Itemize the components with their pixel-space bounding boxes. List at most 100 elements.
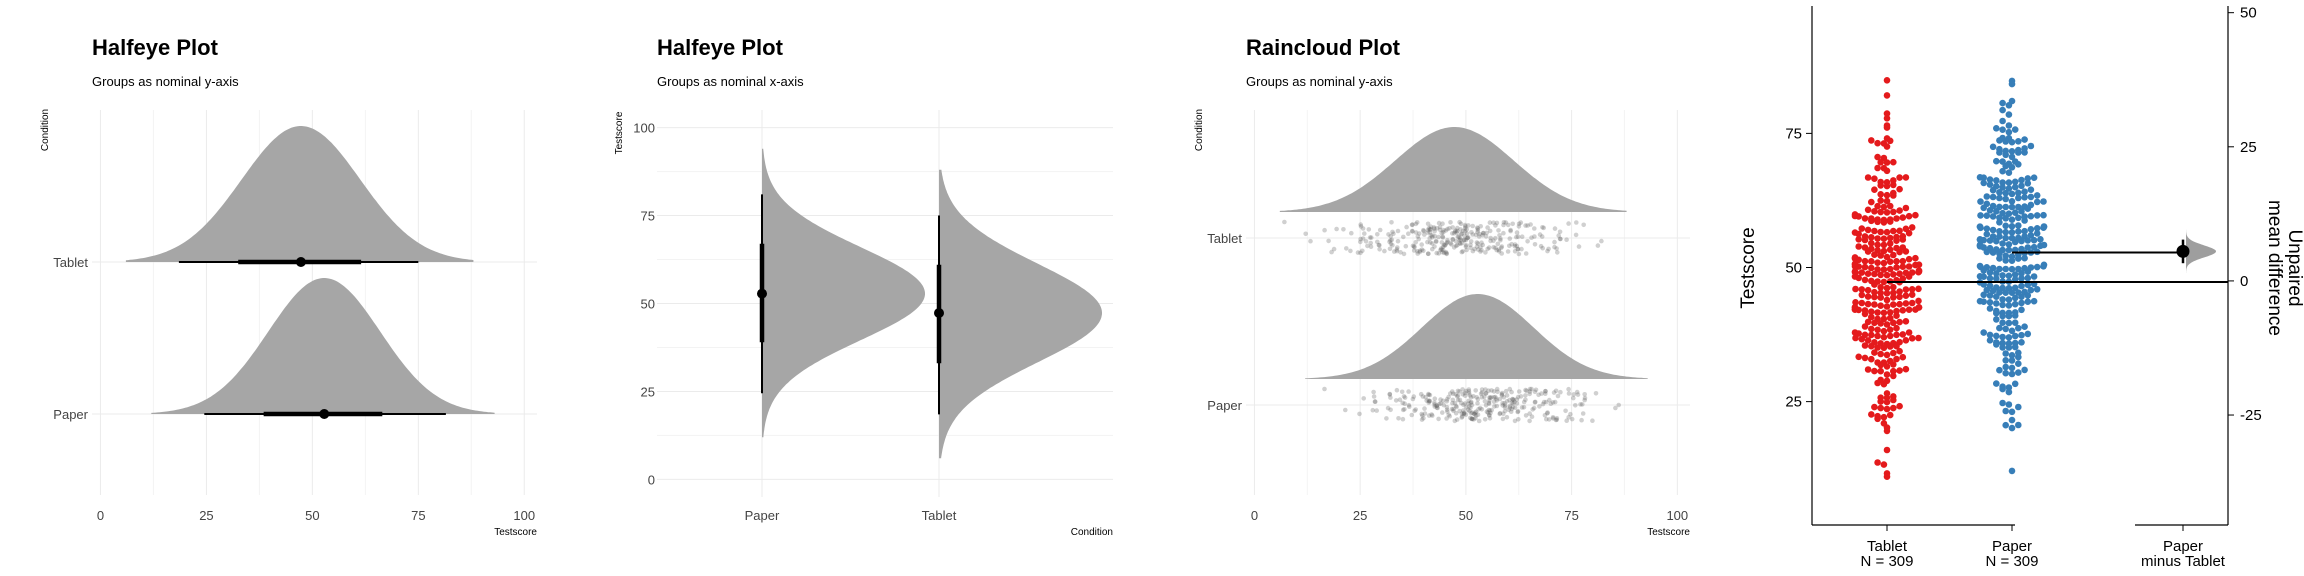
swarm-point-paper [2011, 319, 2019, 327]
rain-point-paper [1483, 403, 1489, 408]
swarm-point-paper [2002, 252, 2009, 260]
rain-point-paper [1430, 413, 1435, 418]
swarm-point-paper [1977, 212, 1984, 219]
rain-point-paper [1426, 391, 1431, 397]
rain-point-paper [1550, 400, 1556, 405]
swarm-point-paper [1999, 240, 2006, 247]
swarm-point-tablet [1864, 293, 1872, 300]
rain-point-tablet [1431, 225, 1437, 230]
rain-point-paper [1432, 396, 1438, 402]
swarm-point-paper [1976, 241, 1984, 249]
swarm-point-tablet [1868, 264, 1875, 272]
rain-point-tablet [1516, 224, 1522, 229]
swarm-point-tablet [1871, 349, 1878, 356]
rain-point-tablet [1474, 244, 1480, 249]
swarm-point-paper [2015, 228, 2022, 235]
rain-point-paper [1455, 393, 1461, 398]
rain-point-paper [1473, 416, 1478, 421]
rain-point-tablet [1425, 251, 1431, 256]
swarm-point-tablet [1877, 284, 1884, 291]
rain-point-paper [1460, 414, 1465, 419]
swarm-point-paper [2005, 384, 2013, 391]
swarm-point-tablet [1896, 300, 1903, 308]
swarm-point-paper [2008, 153, 2016, 161]
swarm-point-tablet [1886, 411, 1894, 419]
swarm-point-tablet [1896, 174, 1903, 181]
swarm-point-tablet [1868, 308, 1875, 316]
y-axis-label: Condition [40, 109, 51, 151]
swarm-point-paper [2011, 271, 2019, 278]
rain-point-tablet [1468, 239, 1474, 244]
swarm-point-tablet [1908, 335, 1916, 342]
swarm-point-paper [1993, 208, 2000, 215]
rain-point-tablet [1455, 234, 1461, 239]
swarm-point-tablet [1880, 259, 1888, 267]
swarm-point-tablet [1864, 206, 1872, 214]
swarm-point-paper [2027, 142, 2035, 150]
rain-point-tablet [1444, 251, 1449, 256]
rain-point-paper [1532, 389, 1538, 395]
rain-point-tablet [1457, 219, 1462, 225]
rain-point-tablet [1419, 247, 1425, 252]
swarm-point-paper [2005, 111, 2013, 118]
swarm-point-paper [1999, 333, 2006, 341]
rain-point-paper [1487, 413, 1492, 418]
swarm-point-tablet [1886, 314, 1894, 322]
rain-point-paper [1372, 399, 1378, 404]
swarm-point-paper [2005, 122, 2013, 129]
swarm-point-tablet [1851, 211, 1859, 218]
rain-point-tablet [1427, 229, 1433, 235]
rain-point-paper [1410, 396, 1416, 402]
rain-point-paper [1469, 399, 1474, 405]
rain-point-tablet [1514, 230, 1520, 235]
rain-point-paper [1509, 389, 1514, 395]
swarm-point-tablet [1893, 342, 1900, 350]
rain-point-tablet [1491, 220, 1496, 225]
rain-point-paper [1527, 411, 1532, 416]
rain-point-paper [1476, 418, 1482, 424]
rain-point-tablet [1406, 231, 1411, 236]
x-axis-label: Testscore [494, 527, 537, 538]
rain-point-tablet [1508, 227, 1513, 233]
rain-point-tablet [1410, 243, 1416, 249]
swarm-point-tablet [1874, 415, 1881, 423]
swarm-point-paper [2021, 194, 2028, 201]
rain-point-tablet [1447, 226, 1452, 231]
rain-point-tablet [1480, 230, 1486, 236]
swarm-point-paper [2008, 216, 2016, 223]
rain-point-tablet [1493, 245, 1498, 251]
rain-point-paper [1539, 391, 1544, 396]
chart-title: Halfeye Plot [92, 35, 219, 60]
swarm-point-tablet [1896, 293, 1903, 301]
rain-point-tablet [1465, 235, 1470, 241]
rain-point-paper [1446, 394, 1451, 400]
rain-point-tablet [1456, 234, 1462, 240]
rain-point-tablet [1514, 243, 1520, 249]
right-axis-label-line-2: mean difference [2264, 200, 2285, 336]
swarm-point-tablet [1896, 227, 1903, 235]
rain-point-paper [1523, 387, 1528, 393]
rain-point-tablet [1503, 220, 1509, 225]
rain-point-tablet [1308, 238, 1313, 244]
rain-point-tablet [1509, 241, 1514, 247]
rain-point-tablet [1539, 234, 1545, 239]
rain-point-paper [1475, 412, 1481, 418]
swarm-point-paper [2018, 299, 2025, 307]
rain-point-tablet [1358, 236, 1363, 242]
rain-point-paper [1373, 399, 1378, 405]
rain-point-paper [1543, 391, 1548, 397]
swarm-point-tablet [1883, 92, 1891, 99]
swarm-point-tablet [1893, 237, 1900, 244]
swarm-point-paper [2018, 237, 2025, 245]
rain-point-paper [1453, 392, 1458, 397]
rain-point-tablet [1445, 226, 1450, 232]
swarm-point-tablet [1868, 355, 1875, 363]
swarm-point-tablet [1864, 174, 1872, 181]
rain-point-tablet [1472, 246, 1477, 252]
rain-point-tablet [1558, 236, 1563, 242]
swarm-point-tablet [1858, 269, 1866, 276]
rain-point-paper [1402, 395, 1408, 400]
swarm-point-paper [2030, 273, 2038, 280]
rain-point-paper [1452, 400, 1458, 406]
rain-point-paper [1436, 416, 1441, 422]
